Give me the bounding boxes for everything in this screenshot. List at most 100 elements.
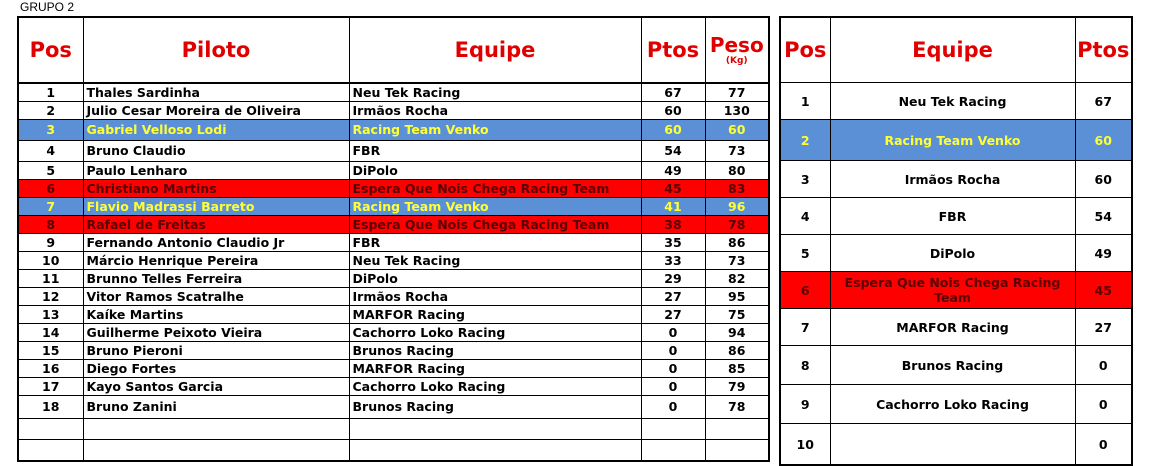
cell-peso: 77 [704,82,770,102]
cell-pos: 9 [779,384,831,424]
cell-pos [17,418,84,440]
team-rows: 1 Neu Tek Racing 67 2 Racing Team Venko 60 3 Ir… [779,82,1133,466]
cell-piloto: Kayo Santos Garcia [82,377,350,396]
cell-ptos: 45 [640,179,706,198]
cell-equipe: MARFOR Racing [348,305,642,324]
cell-piloto: Bruno Claudio [82,140,350,162]
cell-ptos: 60 [1074,160,1133,198]
cell-equipe: Racing Team Venko [348,197,642,216]
cell-ptos: 67 [640,82,706,102]
driver-standings-table: Pos Piloto Equipe Ptos Peso (Kg) 1 Thales… [17,16,770,462]
cell-ptos: 0 [640,395,706,419]
cell-peso [704,439,770,462]
table-row: 11 Brunno Telles Ferreira DiPolo 29 82 [17,269,770,288]
table-header-row: Pos Equipe Ptos [779,16,1133,83]
cell-pos: 9 [17,233,84,252]
table-row [17,418,770,440]
cell-equipe: Racing Team Venko [348,119,642,141]
cell-equipe: DiPolo [348,269,642,288]
cell-piloto: Flavio Madrassi Barreto [82,197,350,216]
cell-equipe [348,418,642,440]
cell-equipe: Espera Que Nois Chega Racing Team [348,179,642,198]
cell-equipe: DiPolo [829,234,1076,272]
cell-piloto: Julio Cesar Moreira de Oliveira [82,101,350,120]
cell-pos: 5 [779,234,831,272]
table-row: 1 Neu Tek Racing 67 [779,82,1133,120]
table-row: 9 Cachorro Loko Racing 0 [779,384,1133,424]
cell-ptos: 0 [640,323,706,342]
cell-ptos: 54 [640,140,706,162]
cell-ptos: 0 [640,341,706,360]
cell-equipe: Espera Que Nois Chega Racing Team [348,215,642,234]
cell-ptos: 38 [640,215,706,234]
header-ptos: Ptos [1074,16,1133,83]
cell-pos: 16 [17,359,84,378]
cell-ptos: 0 [1074,345,1133,385]
driver-rows: 1 Thales Sardinha Neu Tek Racing 67 77 2 Julio… [17,82,770,462]
cell-ptos: 54 [1074,197,1133,235]
cell-peso: 130 [704,101,770,120]
cell-peso: 86 [704,233,770,252]
table-row: 3 Gabriel Velloso Lodi Racing Team Venko 60… [17,119,770,141]
cell-pos: 2 [779,119,831,161]
table-row: 18 Bruno Zanini Brunos Racing 0 78 [17,395,770,419]
table-row: 15 Bruno Pieroni Brunos Racing 0 86 [17,341,770,360]
cell-piloto: Bruno Zanini [82,395,350,419]
cell-pos: 1 [779,82,831,120]
cell-pos: 17 [17,377,84,396]
cell-piloto: Vitor Ramos Scatralhe [82,287,350,306]
cell-ptos: 60 [1074,119,1133,161]
cell-peso: 85 [704,359,770,378]
cell-equipe: Brunos Racing [348,395,642,419]
cell-pos: 1 [17,82,84,102]
cell-piloto [82,418,350,440]
table-row: 13 Kaíke Martins MARFOR Racing 27 75 [17,305,770,324]
cell-piloto: Guilherme Peixoto Vieira [82,323,350,342]
cell-peso: 94 [704,323,770,342]
cell-peso: 96 [704,197,770,216]
cell-equipe: Irmãos Rocha [829,160,1076,198]
cell-pos: 7 [17,197,84,216]
cell-ptos: 0 [640,359,706,378]
cell-equipe: FBR [829,197,1076,235]
header-equipe: Equipe [348,16,642,84]
cell-ptos: 60 [640,119,706,141]
table-row: 16 Diego Fortes MARFOR Racing 0 85 [17,359,770,378]
cell-pos: 3 [17,119,84,141]
cell-ptos: 60 [640,101,706,120]
cell-piloto [82,439,350,462]
cell-equipe: Cachorro Loko Racing [348,323,642,342]
cell-equipe: Cachorro Loko Racing [348,377,642,396]
cell-equipe: FBR [348,233,642,252]
cell-peso: 95 [704,287,770,306]
cell-equipe [348,439,642,462]
cell-pos: 8 [17,215,84,234]
cell-ptos: 49 [1074,234,1133,272]
table-row: 5 Paulo Lenharo DiPolo 49 80 [17,161,770,180]
cell-equipe: DiPolo [348,161,642,180]
cell-pos: 5 [17,161,84,180]
table-row: 6 Christiano Martins Espera Que Nois Chega… [17,179,770,198]
cell-pos: 10 [17,251,84,270]
cell-pos: 7 [779,308,831,346]
header-equipe: Equipe [829,16,1076,83]
cell-pos: 14 [17,323,84,342]
cell-pos: 11 [17,269,84,288]
cell-equipe: Neu Tek Racing [829,82,1076,120]
table-row: 4 FBR 54 [779,197,1133,235]
cell-piloto: Rafael de Freitas [82,215,350,234]
cell-pos: 15 [17,341,84,360]
cell-ptos: 45 [1074,271,1133,309]
cell-equipe: FBR [348,140,642,162]
cell-pos: 13 [17,305,84,324]
table-row: 7 Flavio Madrassi Barreto Racing Team Venk… [17,197,770,216]
cell-piloto: Paulo Lenharo [82,161,350,180]
table-row: 6 Espera Que Nois Chega Racing Team 45 [779,271,1133,309]
cell-pos: 12 [17,287,84,306]
cell-equipe: Irmãos Rocha [348,287,642,306]
cell-pos: 6 [779,271,831,309]
cell-pos: 8 [779,345,831,385]
cell-peso: 73 [704,251,770,270]
cell-peso: 82 [704,269,770,288]
header-piloto: Piloto [82,16,350,84]
